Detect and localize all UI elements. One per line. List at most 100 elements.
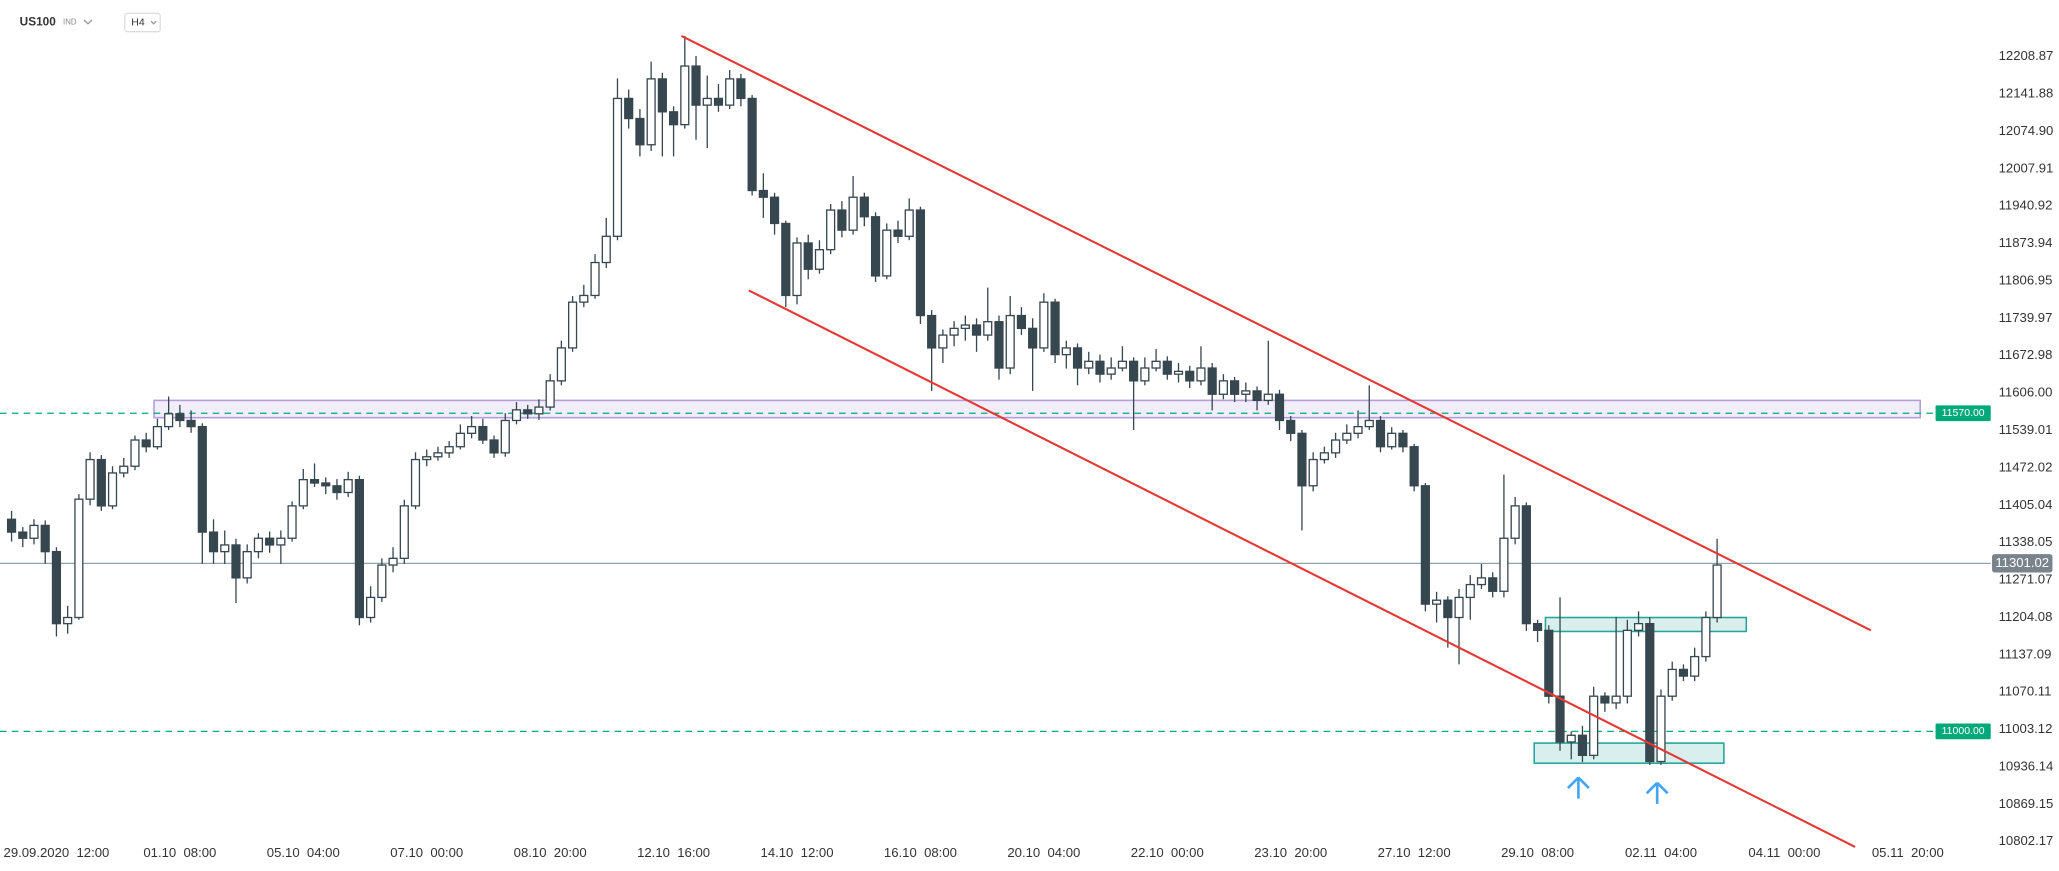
x-tick-label: 22.10 00:00 [1131, 845, 1204, 860]
symbol: US100 [20, 15, 57, 29]
y-tick-label: 12007.91 [1999, 160, 2054, 175]
candle-body [410, 458, 421, 507]
candle-body [152, 425, 163, 448]
candle-body [1420, 485, 1430, 605]
candle-body [1095, 360, 1105, 375]
candle-body [1701, 616, 1711, 658]
candle-body [859, 196, 869, 218]
candle-body [691, 65, 701, 106]
chevron [150, 20, 157, 25]
candle-body [1129, 360, 1139, 382]
x-tick-label: 04.11 00:00 [1748, 845, 1820, 860]
candle-body [500, 419, 510, 454]
x-tick-label: 05.11 20:00 [1872, 845, 1944, 860]
candle-body [1274, 393, 1285, 422]
zone [1533, 742, 1725, 764]
candle-body [1331, 439, 1341, 454]
candle-body [276, 537, 286, 546]
candle-body [1084, 360, 1094, 369]
candle-body [467, 425, 477, 434]
candle-body [208, 531, 219, 553]
candle-body [556, 347, 566, 382]
candle-body [1364, 419, 1374, 428]
candle-body [668, 111, 679, 126]
symbol-type[interactable]: IND [63, 18, 77, 27]
y-tick-label: 11739.97 [1999, 310, 2053, 325]
candle-body [130, 439, 140, 467]
y-tick-label: 11271.07 [1999, 572, 2053, 587]
x-tick-label: 29.09.2020 12:00 [4, 845, 110, 860]
candle-body [1173, 370, 1184, 375]
candle-body [590, 261, 600, 297]
candle-body [960, 324, 970, 330]
candle-body [220, 544, 230, 553]
candle-body [1499, 537, 1509, 592]
x-tick-label: 14.10 12:00 [761, 845, 834, 860]
x-tick-label: 27.10 12:00 [1378, 845, 1451, 860]
candle-body [1207, 367, 1217, 395]
candle-body [579, 294, 589, 303]
candle-body [1443, 599, 1453, 619]
candle-body [186, 419, 196, 428]
candle-body [882, 229, 892, 277]
candle-body [119, 465, 129, 474]
candle-body [141, 439, 151, 448]
candle-body [1151, 360, 1161, 369]
candle-body [29, 524, 39, 539]
candle-body [523, 409, 533, 415]
candle-body [433, 452, 443, 458]
candle-body [814, 249, 825, 270]
candle-body [1028, 327, 1038, 349]
candle-body [1555, 695, 1565, 743]
y-tick-label: 11672.98 [1999, 347, 2053, 362]
candle-body [1106, 367, 1116, 375]
trendline [680, 34, 1872, 632]
candle-body [1532, 622, 1543, 631]
candle-body [1387, 432, 1397, 448]
candle-body [175, 413, 185, 422]
candle-body [1521, 505, 1531, 625]
candle-body [1600, 695, 1610, 704]
candle-body [343, 478, 353, 494]
level-label: 11000.00 [1942, 725, 1985, 737]
candle-body [1577, 734, 1588, 757]
y-tick-label: 11873.94 [1999, 235, 2053, 250]
candle-body [399, 505, 409, 559]
candle-body [332, 485, 342, 494]
timeframe-box[interactable] [124, 12, 161, 33]
candle-body [1185, 370, 1195, 382]
y-tick-label: 11338.05 [1999, 534, 2053, 549]
zone [153, 399, 1921, 419]
candle-body [736, 78, 746, 100]
candle-body [567, 301, 578, 349]
candle-body [1409, 446, 1419, 487]
candle-body [1297, 432, 1307, 487]
y-tick-label: 11003.12 [1999, 721, 2053, 736]
candle-body [1218, 380, 1228, 395]
candle-body [444, 446, 454, 454]
candle-body [657, 78, 667, 113]
candle-body [915, 209, 926, 317]
arrow-up [1566, 776, 1669, 804]
candle-body [1544, 629, 1554, 697]
y-tick-label: 10802.17 [1999, 833, 2054, 848]
candle-body [63, 616, 73, 625]
candle-body [826, 209, 836, 251]
candle-body [758, 189, 768, 198]
candle-body [321, 482, 331, 487]
candle-body [253, 537, 264, 553]
candle-body [388, 557, 398, 566]
candle-body [366, 596, 376, 619]
candle-body [265, 537, 275, 546]
candle-body [74, 498, 84, 619]
timeframe[interactable]: H4 [131, 16, 145, 28]
candle-body [231, 544, 241, 579]
candle-body [1252, 390, 1262, 402]
candle-body [422, 456, 432, 461]
candle-body [1465, 583, 1475, 599]
candle-body [680, 65, 690, 126]
x-tick-label: 07.10 00:00 [390, 845, 463, 860]
x-tick-label: 02.11 04:00 [1625, 845, 1697, 860]
y-tick-label: 11606.00 [1999, 385, 2053, 400]
candle-body [1050, 301, 1060, 356]
